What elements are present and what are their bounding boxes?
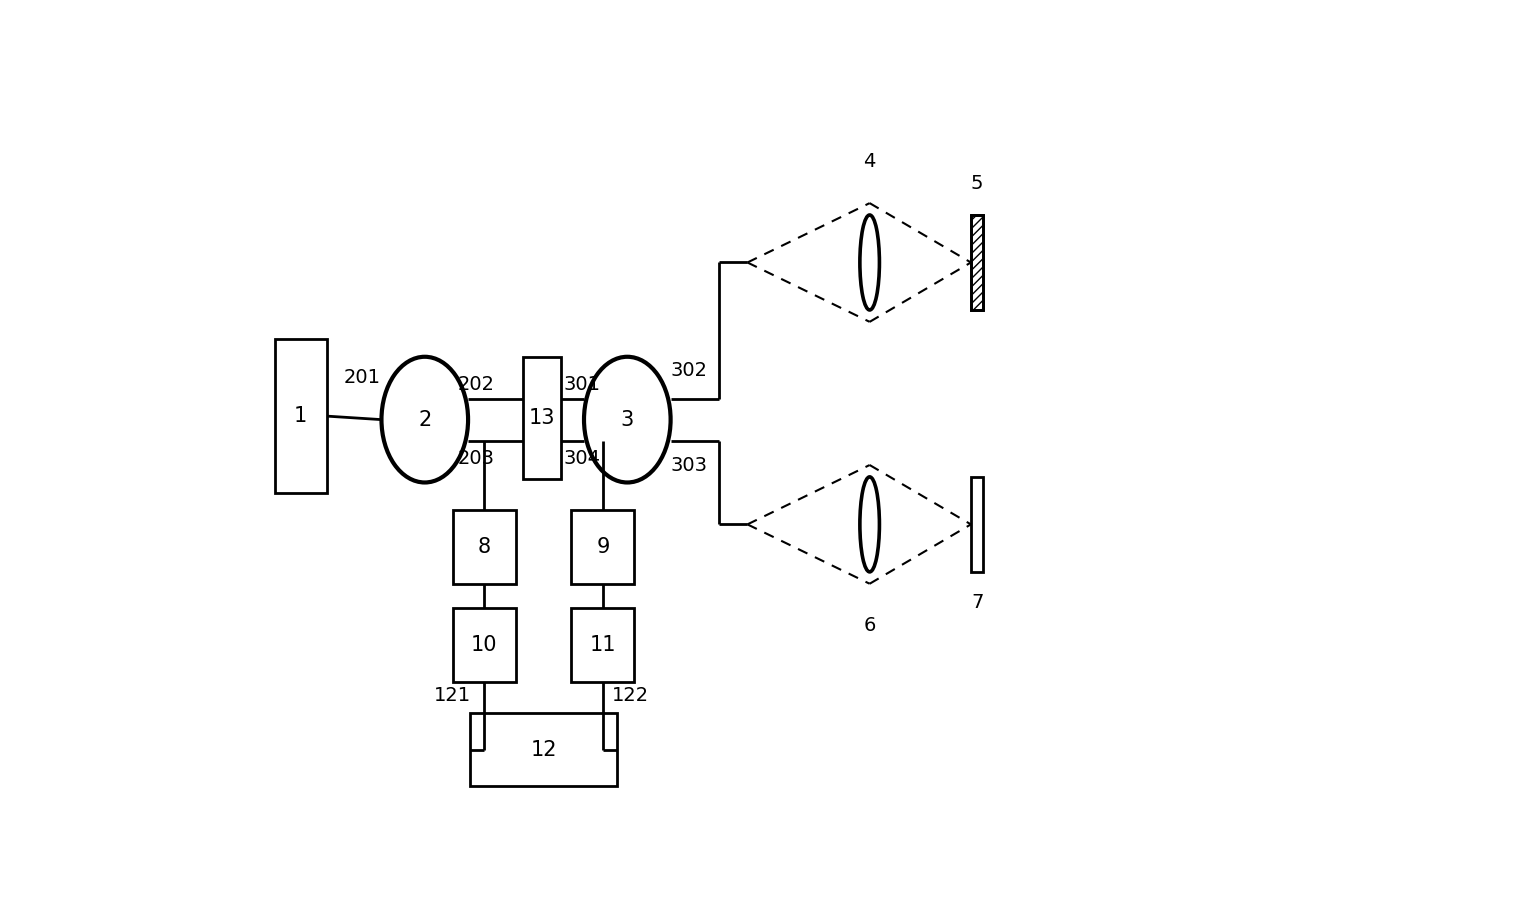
Text: 122: 122 xyxy=(613,686,649,705)
Text: 9: 9 xyxy=(596,537,610,557)
Ellipse shape xyxy=(584,356,671,483)
Text: 1: 1 xyxy=(294,406,308,426)
Text: 5: 5 xyxy=(971,174,983,193)
Bar xyxy=(275,339,328,493)
Text: 10: 10 xyxy=(470,635,498,655)
Bar xyxy=(971,215,983,309)
Ellipse shape xyxy=(860,477,880,572)
Bar xyxy=(522,356,561,479)
Bar xyxy=(470,713,617,786)
Bar xyxy=(452,511,516,584)
Bar xyxy=(572,609,634,681)
Text: 4: 4 xyxy=(863,151,875,171)
Text: 6: 6 xyxy=(863,616,875,635)
Bar xyxy=(452,609,516,681)
Text: 13: 13 xyxy=(528,408,555,428)
Text: 7: 7 xyxy=(971,593,983,612)
Text: 301: 301 xyxy=(563,375,601,395)
Text: 12: 12 xyxy=(531,739,557,760)
Ellipse shape xyxy=(860,215,880,310)
Ellipse shape xyxy=(381,356,469,483)
Text: 11: 11 xyxy=(590,635,616,655)
Text: 203: 203 xyxy=(457,449,495,467)
Text: 8: 8 xyxy=(478,537,490,557)
Text: 201: 201 xyxy=(343,368,381,387)
Bar xyxy=(572,511,634,584)
Text: 303: 303 xyxy=(671,455,707,474)
Text: 202: 202 xyxy=(457,375,495,395)
Bar xyxy=(971,215,983,309)
Text: 121: 121 xyxy=(434,686,472,705)
Text: 3: 3 xyxy=(620,410,634,430)
Text: 304: 304 xyxy=(563,449,601,467)
Bar xyxy=(971,477,983,571)
Text: 302: 302 xyxy=(671,361,707,380)
Text: 2: 2 xyxy=(419,410,431,430)
